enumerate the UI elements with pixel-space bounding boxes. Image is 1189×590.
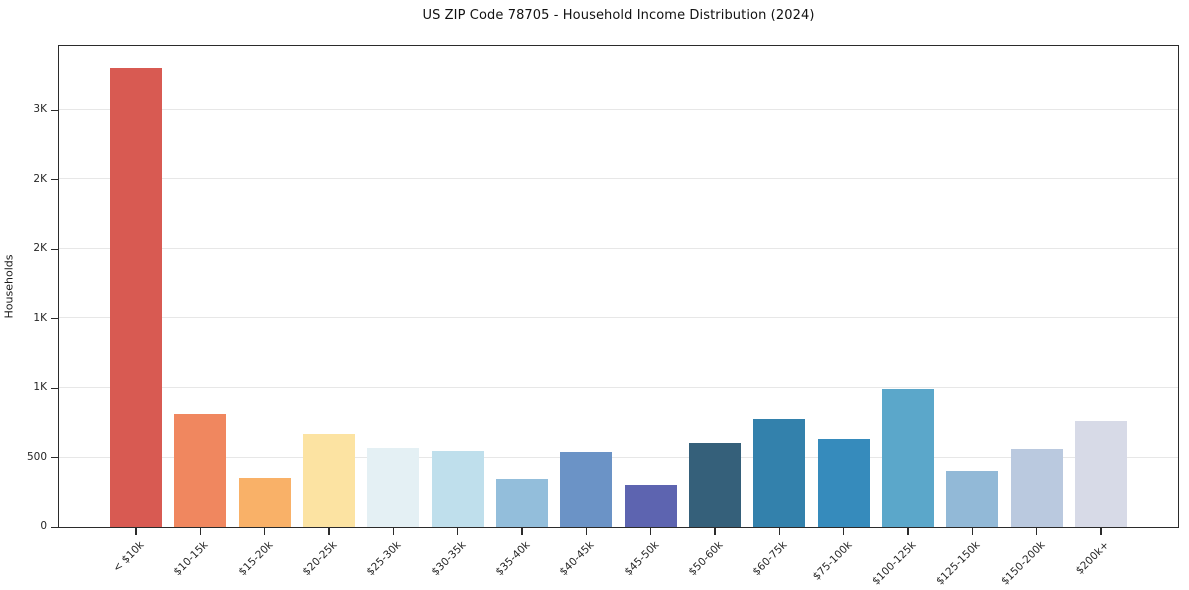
- bar-50-60k: [689, 442, 741, 527]
- x-axis-tick: [971, 528, 973, 535]
- y-axis-tick: [51, 248, 58, 250]
- x-axis-tick: [199, 528, 201, 535]
- bar-10k: [110, 68, 162, 527]
- bar-20-25k: [303, 433, 355, 527]
- bar-25-30k: [367, 447, 420, 527]
- plot-area: [58, 45, 1179, 528]
- x-axis-tick: [843, 528, 845, 535]
- x-axis-tick: [521, 528, 523, 535]
- gridline: [59, 108, 1178, 110]
- bar-45-50k: [624, 485, 677, 527]
- y-tick-label: 1K: [33, 381, 47, 394]
- bar-40-45k: [560, 451, 613, 527]
- gridline: [59, 456, 1178, 458]
- bar-100-125k: [882, 389, 934, 527]
- bar-200k: [1075, 420, 1127, 527]
- x-axis-tick: [778, 528, 780, 535]
- x-axis-tick: [135, 528, 137, 535]
- x-axis-tick: [328, 528, 330, 535]
- x-axis-tick: [907, 528, 909, 535]
- x-axis-tick: [1100, 528, 1102, 535]
- y-tick-label: 2K: [33, 242, 47, 255]
- chart-title: US ZIP Code 78705 - Household Income Dis…: [422, 8, 815, 23]
- bar-35-40k: [496, 479, 548, 527]
- x-axis-tick: [1036, 528, 1038, 535]
- y-tick-label: 0: [40, 520, 47, 533]
- bar-125-150k: [946, 470, 999, 527]
- x-axis-tick: [714, 528, 716, 535]
- x-axis-tick: [585, 528, 587, 535]
- bar-75-100k: [817, 439, 870, 527]
- y-axis-tick: [51, 179, 58, 181]
- y-axis-tick: [51, 109, 58, 111]
- x-axis-tick: [392, 528, 394, 535]
- y-tick-label: 3K: [33, 103, 47, 116]
- x-axis-tick: [457, 528, 459, 535]
- gridline: [59, 317, 1178, 319]
- bar-15-20k: [238, 478, 291, 527]
- gridline: [59, 386, 1178, 388]
- bar-150-200k: [1010, 449, 1063, 527]
- x-axis-tick: [264, 528, 266, 535]
- gridline: [59, 247, 1178, 249]
- bar-10-15k: [174, 414, 227, 527]
- y-tick-label: 1K: [33, 311, 47, 324]
- y-axis-tick: [51, 318, 58, 320]
- bar-60-75k: [753, 418, 806, 527]
- y-axis-tick: [51, 387, 58, 389]
- x-tick-label: < $10k: [110, 539, 147, 575]
- bar-30-35k: [431, 450, 484, 527]
- y-axis-tick: [51, 457, 58, 459]
- y-axis-tick: [51, 526, 58, 528]
- x-axis-tick: [650, 528, 652, 535]
- y-tick-label: 500: [26, 450, 47, 463]
- gridline: [59, 178, 1178, 180]
- y-tick-label: 2K: [33, 172, 47, 185]
